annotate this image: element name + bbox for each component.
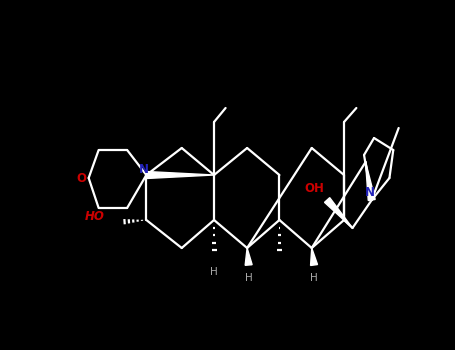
Text: H: H	[210, 267, 218, 277]
Text: HO: HO	[85, 210, 105, 224]
Text: N: N	[139, 163, 149, 176]
Text: O: O	[76, 172, 86, 184]
Polygon shape	[365, 162, 375, 201]
Polygon shape	[311, 248, 318, 265]
Text: H: H	[310, 273, 318, 283]
Polygon shape	[245, 248, 252, 265]
Text: OH: OH	[304, 182, 324, 195]
Polygon shape	[147, 172, 214, 178]
Text: N: N	[365, 186, 375, 199]
Polygon shape	[324, 198, 353, 228]
Text: H: H	[245, 273, 253, 283]
